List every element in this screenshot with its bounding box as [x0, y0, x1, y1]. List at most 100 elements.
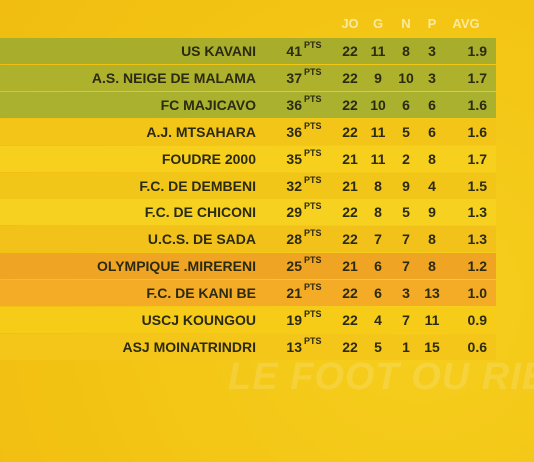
- stat: 2: [402, 150, 410, 167]
- stat: 7: [402, 231, 410, 248]
- stat: 9: [428, 204, 436, 221]
- stat: 5: [402, 123, 410, 140]
- stat: 22: [342, 69, 358, 86]
- average: 1.5: [467, 177, 487, 194]
- points: 25: [286, 258, 302, 275]
- points-unit: PTS: [304, 255, 322, 266]
- column-header: N: [401, 16, 411, 31]
- points-unit: PTS: [304, 40, 322, 50]
- stat: 11: [370, 123, 386, 140]
- team-name: A.S. NEIGE DE MALAMA: [91, 69, 256, 86]
- average: 1.9: [467, 43, 487, 59]
- team-name: FOUDRE 2000: [161, 150, 256, 167]
- table-row: US KAVANI 41 PTS 22 11 8 3 1.9: [0, 38, 496, 64]
- stat: 3: [402, 285, 410, 302]
- stat: 22: [342, 96, 358, 113]
- stat: 6: [374, 285, 382, 302]
- stat: 22: [342, 231, 358, 248]
- stat: 22: [342, 312, 358, 328]
- stat: 4: [374, 312, 382, 328]
- table-row: ASJ MOINATRINDRI 13 PTS 22 5 1 15 0.6: [0, 333, 496, 360]
- watermark: LE FOOT OU RIE: [228, 356, 534, 398]
- stat: 8: [428, 231, 436, 248]
- stat: 7: [402, 312, 410, 328]
- average: 1.6: [467, 123, 487, 140]
- points: 29: [286, 204, 302, 221]
- stat: 6: [374, 258, 382, 275]
- stat: 22: [342, 43, 358, 59]
- table-row: F.C. DE KANI BE 21 PTS 22 6 3 13 1.0: [0, 280, 496, 307]
- stat: 22: [342, 338, 358, 355]
- average: 0.6: [467, 338, 487, 355]
- table-row: USCJ KOUNGOU 19 PTS 22 4 7 11 0.9: [0, 307, 496, 333]
- stat: 8: [428, 150, 436, 167]
- team-name: A.J. MTSAHARA: [146, 123, 256, 140]
- points-unit: PTS: [304, 93, 322, 104]
- stat: 11: [370, 43, 386, 59]
- points: 21: [286, 285, 302, 302]
- stat: 21: [342, 177, 358, 194]
- stat: 9: [402, 177, 410, 194]
- column-header: G: [372, 16, 384, 31]
- average: 1.3: [467, 204, 487, 221]
- points: 37: [286, 69, 302, 86]
- stat: 21: [342, 258, 358, 275]
- stat: 6: [428, 96, 436, 113]
- table-row: A.J. MTSAHARA 36 PTS 22 11 5 6 1.6: [0, 118, 496, 145]
- team-name: U.C.S. DE SADA: [147, 231, 256, 248]
- points-unit: PTS: [304, 66, 322, 77]
- points: 13: [286, 338, 302, 355]
- points-unit: PTS: [304, 174, 322, 185]
- stat: 8: [402, 43, 410, 59]
- stat: 8: [374, 204, 382, 221]
- average: 1.2: [467, 258, 487, 275]
- table-row: U.C.S. DE SADA 28 PTS 22 7 7 8 1.3: [0, 226, 496, 253]
- team-name: F.C. DE KANI BE: [146, 285, 256, 302]
- average: 0.9: [467, 312, 487, 328]
- team-name: OLYMPIQUE .MIRERENI: [97, 258, 256, 275]
- stat: 15: [424, 338, 440, 355]
- team-name: F.C. DE DEMBENI: [139, 177, 256, 194]
- stat: 3: [428, 43, 436, 59]
- points-unit: PTS: [304, 309, 322, 319]
- stat: 1: [402, 338, 410, 355]
- stat: 21: [342, 150, 358, 167]
- points: 19: [286, 312, 302, 328]
- team-name: ASJ MOINATRINDRI: [122, 338, 256, 355]
- points: 41: [286, 43, 302, 59]
- points-unit: PTS: [304, 335, 322, 346]
- stat: 4: [428, 177, 436, 194]
- average: 1.7: [467, 69, 487, 86]
- stat: 11: [370, 150, 386, 167]
- table-row: FC MAJICAVO 36 PTS 22 10 6 6 1.6: [0, 91, 496, 118]
- points: 35: [286, 150, 302, 167]
- points: 36: [286, 123, 302, 140]
- stat: 13: [424, 285, 440, 302]
- average: 1.7: [467, 150, 487, 167]
- average: 1.0: [467, 285, 487, 302]
- points: 32: [286, 177, 302, 194]
- table-row: A.S. NEIGE DE MALAMA 37 PTS 22 9 10 3 1.7: [0, 64, 496, 91]
- points-unit: PTS: [304, 147, 322, 158]
- points-unit: PTS: [304, 228, 322, 239]
- average: 1.3: [467, 231, 487, 248]
- column-header: AVG: [452, 16, 480, 31]
- stat: 9: [374, 69, 382, 86]
- stat: 3: [428, 69, 436, 86]
- team-name: F.C. DE CHICONI: [144, 204, 256, 221]
- stat: 22: [342, 123, 358, 140]
- stat: 6: [428, 123, 436, 140]
- column-header: P: [427, 16, 437, 31]
- stat: 5: [402, 204, 410, 221]
- table-row: OLYMPIQUE .MIRERENI 25 PTS 21 6 7 8 1.2: [0, 253, 496, 280]
- stat: 6: [402, 96, 410, 113]
- column-header: JO: [341, 16, 359, 31]
- stat: 8: [428, 258, 436, 275]
- stat: 5: [374, 338, 382, 355]
- stat: 22: [342, 204, 358, 221]
- points-unit: PTS: [304, 201, 322, 212]
- team-name: US KAVANI: [181, 43, 256, 59]
- points-unit: PTS: [304, 120, 322, 131]
- table-row: F.C. DE CHICONI 29 PTS 22 8 5 9 1.3: [0, 199, 496, 226]
